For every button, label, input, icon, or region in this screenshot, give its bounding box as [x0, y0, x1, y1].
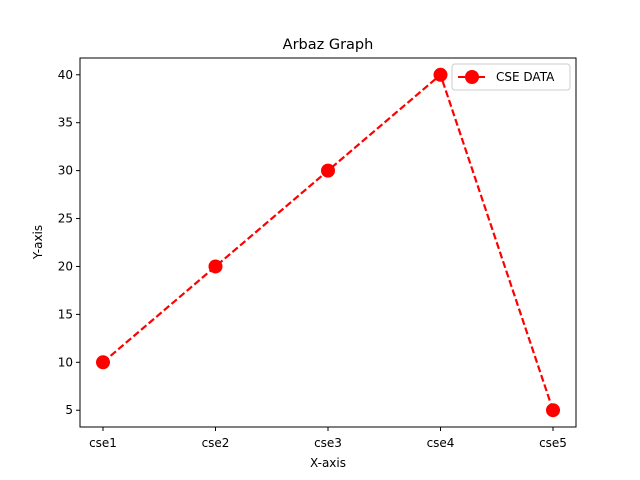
x-axis-ticks: cse1 cse2 cse3 cse4 cse5 [89, 427, 567, 450]
y-tick-label: 10 [58, 355, 73, 369]
data-point-marker [96, 355, 110, 370]
x-tick-label: cse1 [89, 436, 117, 450]
y-axis-label: Y-axis [31, 225, 45, 260]
y-axis-ticks: 5 10 15 20 25 30 35 40 [58, 68, 80, 417]
legend: CSE DATA [451, 63, 571, 91]
y-tick-label: 5 [65, 403, 73, 417]
plot-area [80, 58, 576, 427]
legend-label: CSE DATA [496, 70, 555, 84]
y-tick-label: 25 [58, 212, 73, 226]
x-tick-label: cse3 [314, 436, 342, 450]
data-point-marker [208, 259, 223, 274]
x-tick-label: cse4 [427, 436, 455, 450]
data-point-marker [546, 403, 560, 418]
plot-frame [79, 57, 577, 428]
x-axis-label: X-axis [310, 456, 346, 470]
y-tick-label: 15 [58, 307, 73, 321]
data-point-marker [321, 163, 335, 178]
series-layer [96, 67, 560, 418]
y-tick-label: 40 [58, 68, 73, 82]
legend-marker [465, 70, 479, 84]
x-tick-label: cse5 [539, 436, 567, 450]
y-tick-label: 35 [58, 116, 73, 130]
y-tick-label: 30 [58, 164, 73, 178]
legend-box [451, 63, 571, 91]
data-point-marker [433, 67, 448, 82]
x-tick-label: cse2 [202, 436, 230, 450]
chart-title: Arbaz Graph [283, 37, 374, 53]
y-tick-label: 20 [58, 259, 73, 273]
